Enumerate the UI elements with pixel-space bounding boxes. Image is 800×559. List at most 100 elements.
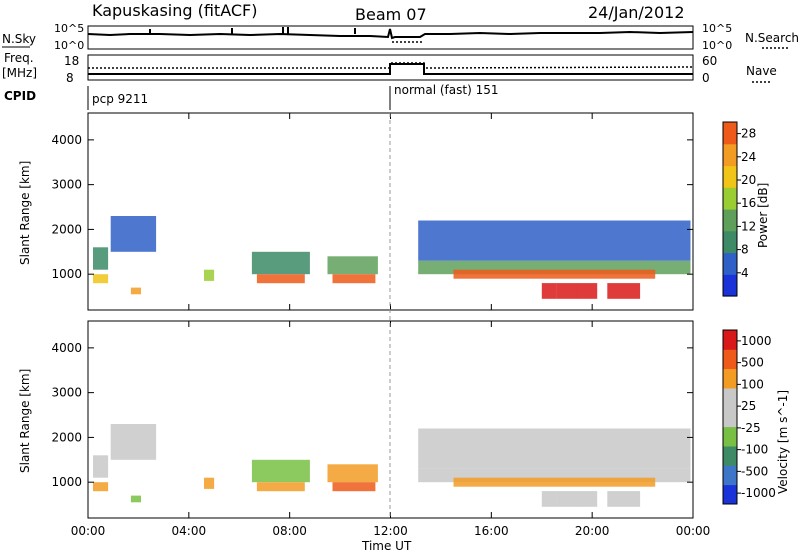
nsky-tick-top: 10^5 (54, 22, 84, 35)
velocity-colorbar-frame (722, 329, 738, 505)
power-colorbar: 4 8 12 16 20 24 28 (722, 121, 756, 297)
velocity-axes: 1000 2000 3000 4000 (51, 321, 694, 518)
velocity-echo-patch-5 (251, 459, 310, 483)
nsky-label: N.Sky (2, 32, 36, 46)
velocity-ytick-label-0: 1000 (51, 475, 82, 489)
velocity-ytick-label-1: 2000 (51, 430, 82, 444)
power-echo-patch-11 (453, 269, 656, 279)
velocity-colorbar-segment-1 (723, 465, 737, 486)
power-echo-patch-1 (93, 274, 109, 284)
velocity-echo-patch-9 (418, 428, 691, 469)
power-colorbar-label: Power [dB] (756, 183, 770, 248)
nave-tick-bottom: 0 (702, 71, 710, 85)
power-echo-patch-0 (93, 247, 109, 270)
power-data-layer (93, 216, 691, 299)
nsky-trace (87, 28, 694, 40)
power-colorbar-tick-label-0: 4 (741, 266, 749, 280)
power-colorbar-segment-0 (723, 274, 737, 297)
power-ylabel: Slant Range [km] (18, 161, 32, 265)
velocity-echo-patch-2 (110, 424, 157, 460)
velocity-ytick-label-3: 4000 (51, 341, 82, 355)
velocity-colorbar-segment-5 (723, 388, 737, 408)
power-echo-patch-4 (204, 269, 215, 281)
velocity-colorbar-tick-label-0: 1000 (741, 334, 772, 348)
power-echo-patch-7 (327, 256, 378, 275)
velocity-colorbar-label: Velocity [m s^-1] (776, 390, 790, 494)
date-title: 24/Jan/2012 (588, 3, 685, 22)
velocity-colorbar-segment-7 (723, 349, 737, 370)
nsky-strip-frame (87, 25, 694, 50)
nave-tick-top: 60 (702, 54, 717, 68)
velocity-echo-patch-4 (204, 477, 215, 489)
velocity-echo-patch-15 (607, 491, 641, 507)
power-colorbar-tick-label-4: 20 (741, 173, 756, 187)
velocity-echo-patch-7 (327, 464, 378, 483)
velocity-colorbar-segment-2 (723, 446, 737, 466)
x-tick-label-0: 00:00 (71, 524, 106, 538)
station-title: Kapuskasing (fitACF) (92, 1, 257, 20)
velocity-colorbar-tick-label-6: -500 (741, 464, 768, 478)
power-echo-patch-14 (577, 283, 598, 299)
power-colorbar-segment-6 (723, 143, 737, 167)
nsearch-label: N.Search (745, 31, 799, 45)
velocity-colorbar-segment-4 (723, 407, 737, 428)
velocity-echo-patch-0 (93, 455, 109, 478)
power-colorbar-tick-label-3: 16 (741, 196, 756, 210)
power-colorbar-segment-4 (723, 187, 737, 210)
power-echo-patch-8 (332, 274, 376, 284)
x-tick-label-5: 20:00 (575, 524, 610, 538)
velocity-echo-patch-6 (256, 482, 305, 492)
velocity-colorbar-segment-3 (723, 426, 737, 447)
nave-trace (88, 62, 694, 69)
velocity-colorbar-tick-label-2: 100 (741, 377, 764, 391)
cpid-label: CPID (4, 89, 36, 103)
freq-tick-bottom: 8 (66, 71, 74, 85)
power-colorbar-segment-2 (723, 230, 737, 254)
power-echo-patch-12 (541, 283, 557, 299)
power-echo-patch-2 (110, 216, 157, 252)
power-ytick-label-0: 1000 (51, 267, 82, 281)
freq-tick-top: 18 (64, 54, 79, 68)
velocity-ylabel: Slant Range [km] (18, 369, 32, 473)
velocity-data-layer (93, 424, 691, 507)
power-colorbar-tick-label-2: 12 (741, 219, 756, 233)
velocity-colorbar-segment-8 (723, 330, 737, 350)
power-echo-patch-5 (251, 251, 310, 275)
x-tick-label-4: 16:00 (474, 524, 509, 538)
velocity-echo-patch-8 (332, 482, 376, 492)
power-echo-patch-3 (130, 287, 141, 295)
power-echo-patch-6 (256, 274, 305, 284)
nsearch-tick-top: 10^5 (702, 22, 732, 35)
velocity-colorbar-segment-0 (723, 484, 737, 505)
velocity-colorbar: 1000 500 100 25 -25 -100 -500 -1000 (722, 329, 776, 505)
velocity-echo-patch-3 (130, 495, 141, 503)
power-echo-patch-15 (607, 283, 641, 299)
x-axis: 00:00 04:00 08:00 12:00 16:00 20:00 00:00 (71, 524, 711, 538)
x-tick-label-6: 00:00 (676, 524, 711, 538)
freq-label: Freq. (4, 51, 34, 65)
power-ytick-label-3: 4000 (51, 133, 82, 147)
freq-trace (88, 63, 693, 75)
nsky-tick-bottom: 10^0 (54, 39, 84, 52)
power-axes: 1000 2000 3000 4000 (51, 113, 694, 310)
beam-title: Beam 07 (355, 5, 427, 24)
power-colorbar-segment-3 (723, 209, 737, 232)
velocity-echo-patch-1 (93, 482, 109, 492)
velocity-colorbar-tick-label-4: -25 (741, 421, 761, 435)
power-echo-patch-13 (556, 283, 578, 299)
power-colorbar-tick-label-5: 24 (741, 150, 756, 164)
x-tick-label-2: 08:00 (272, 524, 307, 538)
power-colorbar-segment-7 (723, 122, 737, 145)
x-tick-label-3: 12:00 (373, 524, 408, 538)
power-colorbar-segment-5 (723, 165, 737, 188)
power-ytick-label-2: 3000 (51, 178, 82, 192)
cpid-segment-1: pcp 9211 (92, 92, 148, 106)
power-colorbar-frame (722, 121, 738, 297)
x-tick-label-1: 04:00 (172, 524, 207, 538)
freq-unit-label: [MHz] (2, 66, 37, 80)
velocity-colorbar-tick-label-5: -100 (741, 443, 768, 457)
x-axis-label: Time UT (361, 539, 412, 553)
velocity-echo-patch-14 (577, 491, 598, 507)
velocity-echo-patch-13 (556, 491, 578, 507)
